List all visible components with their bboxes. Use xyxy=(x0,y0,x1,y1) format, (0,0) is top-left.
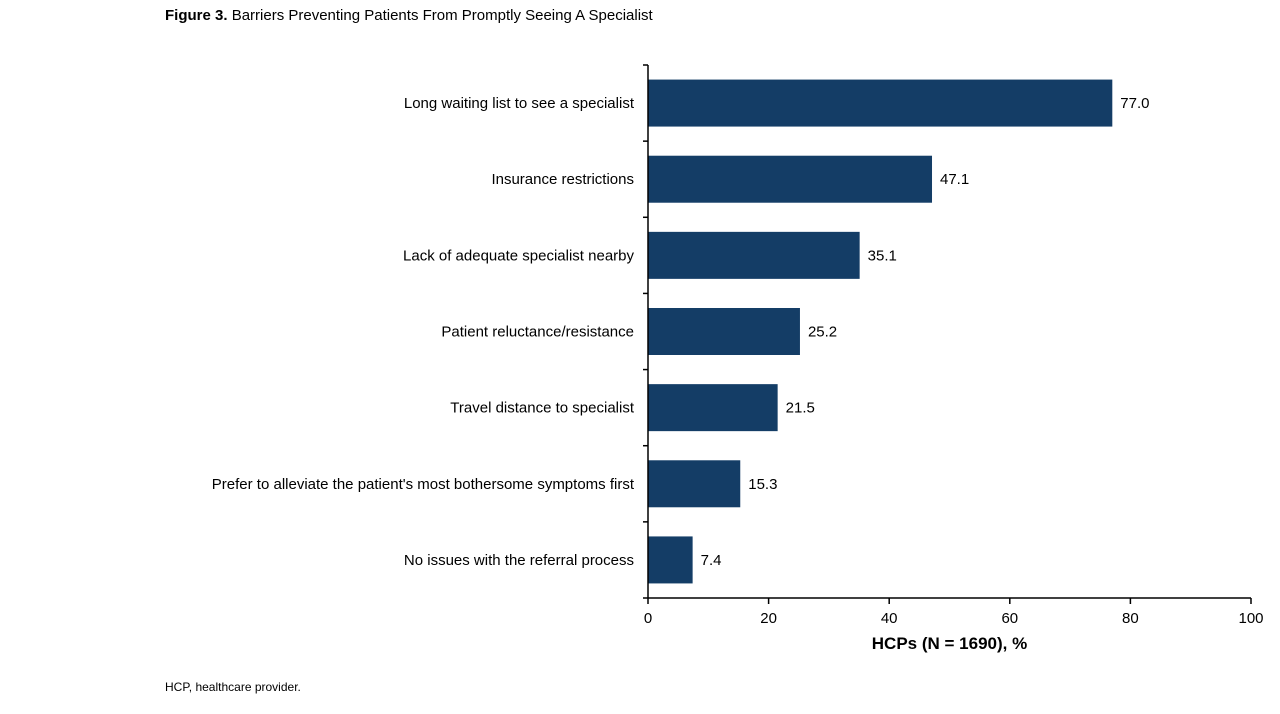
figure-title-lead: Figure 3. xyxy=(165,7,228,24)
x-tick-label-80: 80 xyxy=(1122,610,1139,627)
category-label-4: Patient reluctance/resistance xyxy=(441,324,634,341)
bar-1 xyxy=(648,79,1113,127)
category-label-3: Lack of adequate specialist nearby xyxy=(403,247,634,264)
x-tick-label-60: 60 xyxy=(1001,610,1018,627)
figure-title: Figure 3. Barriers Preventing Patients F… xyxy=(165,7,653,24)
category-label-7: No issues with the referral process xyxy=(404,552,634,569)
value-label-1: 77.0 xyxy=(1120,95,1149,112)
x-tick-label-100: 100 xyxy=(1238,610,1263,627)
x-tick-label-0: 0 xyxy=(644,610,652,627)
category-label-2: Insurance restrictions xyxy=(491,171,634,188)
x-axis-label: HCPs (N = 1690), % xyxy=(872,634,1027,653)
value-label-5: 21.5 xyxy=(786,400,815,417)
x-tick-label-20: 20 xyxy=(760,610,777,627)
value-label-3: 35.1 xyxy=(868,247,897,264)
x-tick-label-40: 40 xyxy=(881,610,898,627)
bar-5 xyxy=(648,384,778,432)
footnote: HCP, healthcare provider. xyxy=(165,680,301,694)
figure-title-text: Barriers Preventing Patients From Prompt… xyxy=(231,7,653,24)
value-label-7: 7.4 xyxy=(701,552,722,569)
bar-3 xyxy=(648,231,860,279)
bar-2 xyxy=(648,155,933,203)
value-label-2: 47.1 xyxy=(940,171,969,188)
value-label-4: 25.2 xyxy=(808,324,837,341)
bar-4 xyxy=(648,308,800,355)
category-label-1: Long waiting list to see a specialist xyxy=(404,95,635,112)
bar-6 xyxy=(648,460,741,508)
value-label-6: 15.3 xyxy=(748,476,777,493)
category-label-5: Travel distance to specialist xyxy=(450,400,635,417)
bar-7 xyxy=(648,536,693,584)
category-label-6: Prefer to alleviate the patient's most b… xyxy=(212,476,635,493)
